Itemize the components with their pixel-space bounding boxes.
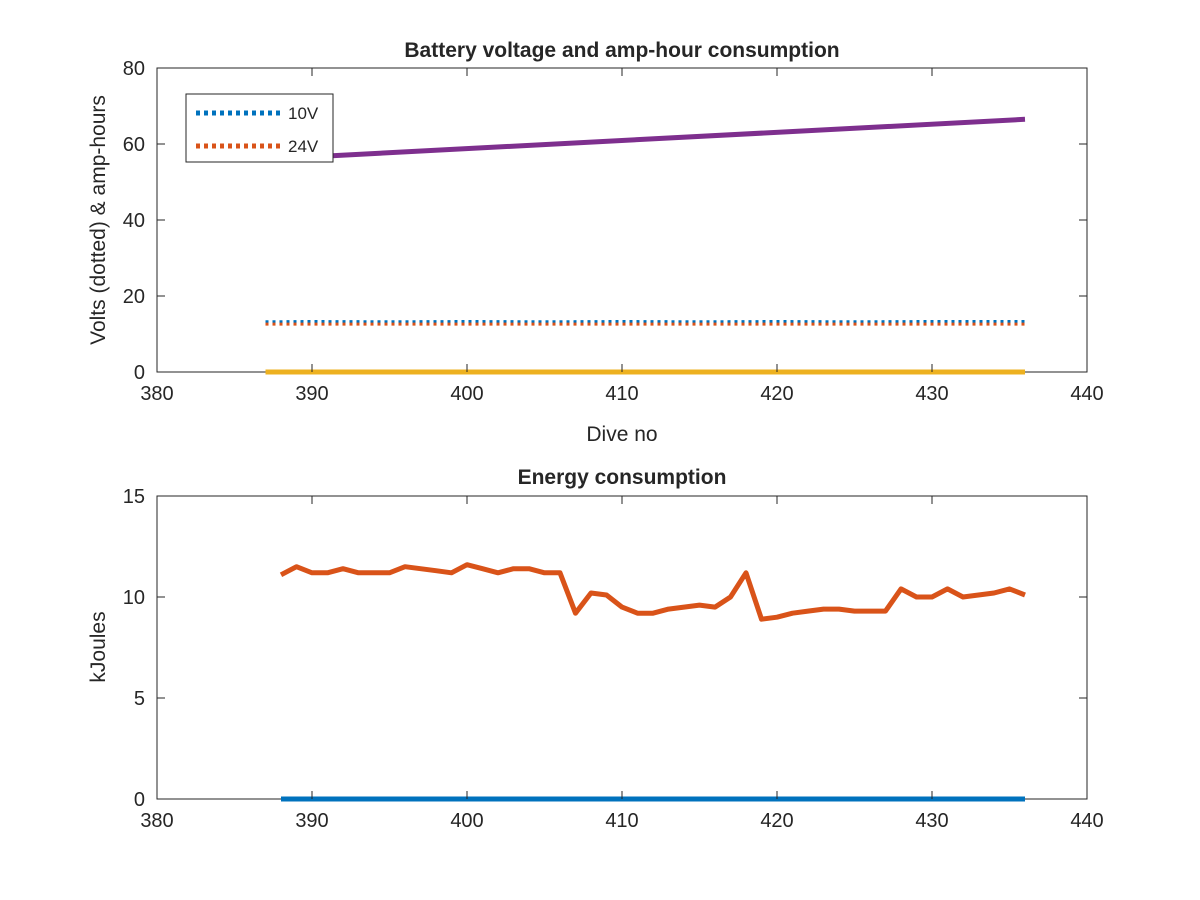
top-x-tick-label: 400 bbox=[450, 383, 483, 405]
bottom-series-line-2 bbox=[279, 562, 1026, 622]
top-x-tick-label: 430 bbox=[915, 383, 948, 405]
top-chart: 380 390 400 410 420 430 440 0 20 40 60 80 Battery v… bbox=[87, 39, 1104, 446]
bottom-chart: 380 390 400 410 420 430 440 0 5 10 15 Energy consu… bbox=[87, 466, 1104, 832]
top-x-tick-label: 410 bbox=[605, 383, 638, 405]
legend-label-24v: 24V bbox=[288, 137, 319, 156]
bottom-y-tick-label: 5 bbox=[134, 688, 145, 710]
bottom-x-tick-label: 430 bbox=[915, 810, 948, 832]
legend: 10V 24V bbox=[185, 93, 334, 163]
bottom-y-axis-label: kJoules bbox=[87, 611, 110, 682]
bottom-x-tick-label: 400 bbox=[450, 810, 483, 832]
bottom-y-tick-label: 15 bbox=[123, 486, 145, 508]
bottom-x-tick-label: 390 bbox=[295, 810, 328, 832]
top-y-tick-label: 0 bbox=[134, 362, 145, 384]
bottom-x-tick-label: 410 bbox=[605, 810, 638, 832]
bottom-y-tick-label: 0 bbox=[134, 789, 145, 811]
bottom-x-tick-label: 420 bbox=[760, 810, 793, 832]
top-x-tick-label: 420 bbox=[760, 383, 793, 405]
top-chart-title: Battery voltage and amp-hour consumption bbox=[404, 39, 839, 62]
top-y-tick-label: 20 bbox=[123, 286, 145, 308]
bottom-plot-area bbox=[156, 495, 1088, 800]
top-y-axis-label: Volts (dotted) & amp-hours bbox=[87, 95, 110, 345]
bottom-x-tick-label: 440 bbox=[1070, 810, 1103, 832]
top-series-line-4 bbox=[265, 116, 1026, 162]
legend-box bbox=[185, 93, 334, 163]
top-x-axis-label: Dive no bbox=[586, 423, 657, 446]
top-y-tick-label: 80 bbox=[123, 58, 145, 80]
top-x-tick-label: 440 bbox=[1070, 383, 1103, 405]
top-x-tick-label: 390 bbox=[295, 383, 328, 405]
bottom-x-tick-label: 380 bbox=[140, 810, 173, 832]
top-x-tick-label: 380 bbox=[140, 383, 173, 405]
bottom-y-tick-label: 10 bbox=[123, 587, 145, 609]
top-y-tick-label: 60 bbox=[123, 134, 145, 156]
legend-label-10v: 10V bbox=[288, 104, 319, 123]
bottom-chart-title: Energy consumption bbox=[518, 466, 727, 489]
top-y-tick-label: 40 bbox=[123, 210, 145, 232]
